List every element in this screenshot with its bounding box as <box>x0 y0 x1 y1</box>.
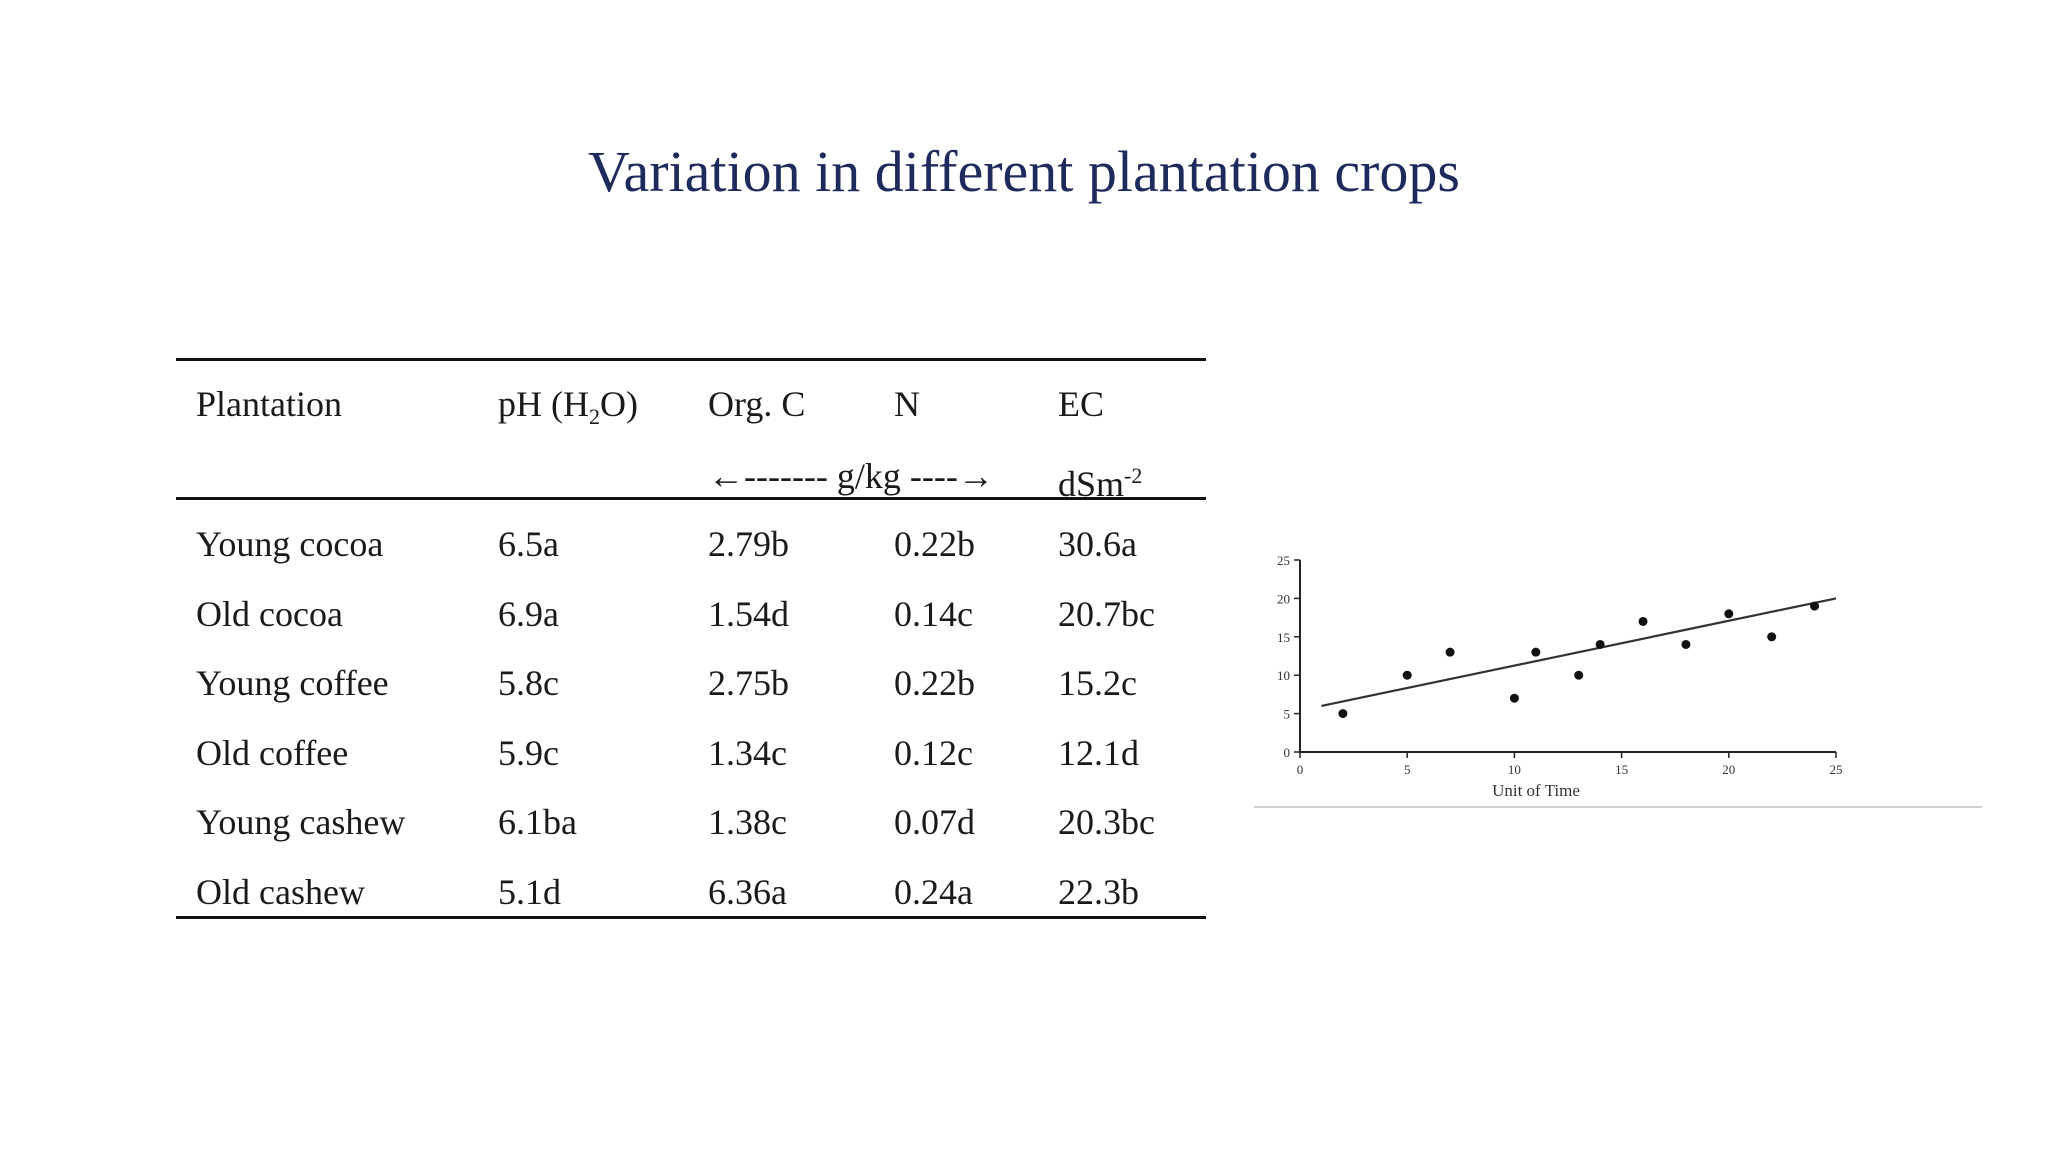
data-point <box>1767 632 1777 642</box>
table-cell-n: 0.12c <box>894 732 973 773</box>
table-cell-ec: 20.7bc <box>1058 593 1155 634</box>
table-cell-ph: 6.1ba <box>498 802 577 842</box>
table-cell-n: 0.22b <box>894 524 975 564</box>
table-cell-orgc: 6.36a <box>708 871 787 912</box>
x-tick-label: 20 <box>1722 762 1735 777</box>
header-ph-subscript: 2 <box>588 404 600 430</box>
data-point <box>1810 601 1820 611</box>
x-tick-label: 10 <box>1508 762 1521 777</box>
y-tick-label: 25 <box>1277 553 1290 568</box>
data-point <box>1681 639 1691 649</box>
data-point <box>1531 647 1541 657</box>
table-cell-ph: 6.9a <box>498 593 559 634</box>
header-plantation: Plantation <box>196 384 342 424</box>
table-cell-plantation: Young cashew <box>196 802 406 842</box>
table-cell-ph: 5.8c <box>498 663 559 703</box>
header-org-c: Org. C <box>708 384 806 424</box>
scatter-chart: 0 5 10 15 20 25 0 5 10 15 20 25 Unit of Time <box>1252 498 1984 818</box>
unit-ec-superscript: -2 <box>1124 463 1143 488</box>
table-cell-ph: 5.9c <box>498 732 559 773</box>
y-tick-label: 10 <box>1277 668 1290 683</box>
data-point <box>1724 609 1734 619</box>
data-point <box>1595 639 1605 649</box>
table-cell-n: 0.22b <box>894 663 975 703</box>
data-point <box>1402 670 1412 680</box>
plantation-table: Plantation pH (H2O) Org. C N EC ←-------… <box>176 358 1206 920</box>
table-cell-ec: 20.3bc <box>1058 802 1155 842</box>
table-cell-orgc: 2.75b <box>708 663 789 703</box>
y-tick-label: 15 <box>1277 630 1290 645</box>
table-cell-plantation: Old coffee <box>196 732 349 773</box>
table-top-rule <box>176 358 1206 361</box>
data-point <box>1574 670 1584 680</box>
table-cell-n: 0.07d <box>894 802 975 842</box>
scatter-chart-svg: 0 5 10 15 20 25 0 5 10 15 20 25 Unit of Time <box>1254 553 1982 808</box>
table-cell-orgc: 2.79b <box>708 524 789 564</box>
data-point <box>1509 693 1519 703</box>
table-bottom-rule <box>176 916 1206 919</box>
table-cell-ec: 12.1d <box>1058 732 1139 773</box>
table-cell-ec: 22.3b <box>1058 871 1139 912</box>
unit-ec: dSm-2 <box>1058 454 1142 506</box>
table-cell-plantation: Old cashew <box>196 871 365 912</box>
table-header-rule <box>176 497 1206 500</box>
table-cell-ec: 30.6a <box>1058 524 1137 564</box>
x-tick-label: 5 <box>1404 762 1411 777</box>
x-axis-label: Unit of Time <box>1492 781 1580 800</box>
y-tick-label: 0 <box>1284 745 1291 760</box>
data-point <box>1338 709 1348 719</box>
header-n: N <box>894 384 920 424</box>
x-tick-label: 0 <box>1297 762 1304 777</box>
x-tick-label: 25 <box>1830 762 1843 777</box>
unit-gkg: ←------- g/kg ----→ <box>708 456 994 496</box>
table-cell-n: 0.24a <box>894 871 973 912</box>
table-cell-orgc: 1.34c <box>708 732 787 773</box>
table-cell-orgc: 1.54d <box>708 593 789 634</box>
table-cell-ph: 5.1d <box>498 871 561 912</box>
header-ph-text: pH (H <box>498 384 589 424</box>
header-ec: EC <box>1058 384 1105 424</box>
data-point <box>1445 647 1455 657</box>
header-ph: pH (H2O) <box>498 382 638 439</box>
table-cell-n: 0.14c <box>894 593 973 634</box>
x-tick-label: 15 <box>1615 762 1628 777</box>
y-tick-label: 20 <box>1277 591 1290 606</box>
table-cell-ec: 15.2c <box>1058 663 1137 703</box>
table-cell-orgc: 1.38c <box>708 802 787 842</box>
table-cell-plantation: Young coffee <box>196 663 389 703</box>
table-cell-plantation: Young cocoa <box>196 524 384 564</box>
table-cell-plantation: Old cocoa <box>196 593 343 634</box>
y-tick-label: 5 <box>1284 707 1291 722</box>
data-point <box>1638 616 1648 626</box>
trend-line <box>1321 597 1837 707</box>
slide-title: Variation in different plantation crops <box>588 139 1460 204</box>
header-ph-end: O) <box>599 384 638 424</box>
table-cell-ph: 6.5a <box>498 524 559 564</box>
unit-ec-text: dSm <box>1058 464 1125 504</box>
